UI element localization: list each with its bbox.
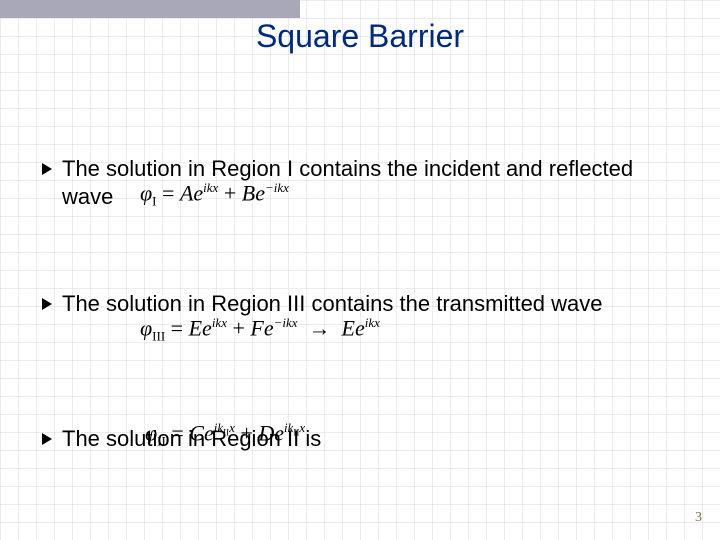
background-grid (0, 0, 720, 540)
chevron-right-icon (40, 296, 56, 312)
bullet-item-2: The solution in Region III contains the … (40, 290, 680, 318)
chevron-right-icon (40, 161, 56, 177)
page-number: 3 (695, 510, 702, 526)
equation-region-2: φII = CeikIIx + DeikIIx (145, 420, 305, 450)
slide-title: Square Barrier (0, 18, 720, 55)
header-accent-bar (0, 0, 300, 18)
chevron-right-icon (40, 431, 56, 447)
bullet-item-3: The solution in Region II is (40, 425, 680, 453)
bullet-item-1: The solution in Region I contains the in… (40, 155, 680, 210)
equation-region-3: φIII = Eeikx + Fe−ikx → Eeikx (140, 315, 380, 345)
bullet-text-2: The solution in Region III contains the … (62, 290, 603, 318)
equation-region-1: φI = Aeikx + Be−ikx (140, 180, 289, 210)
